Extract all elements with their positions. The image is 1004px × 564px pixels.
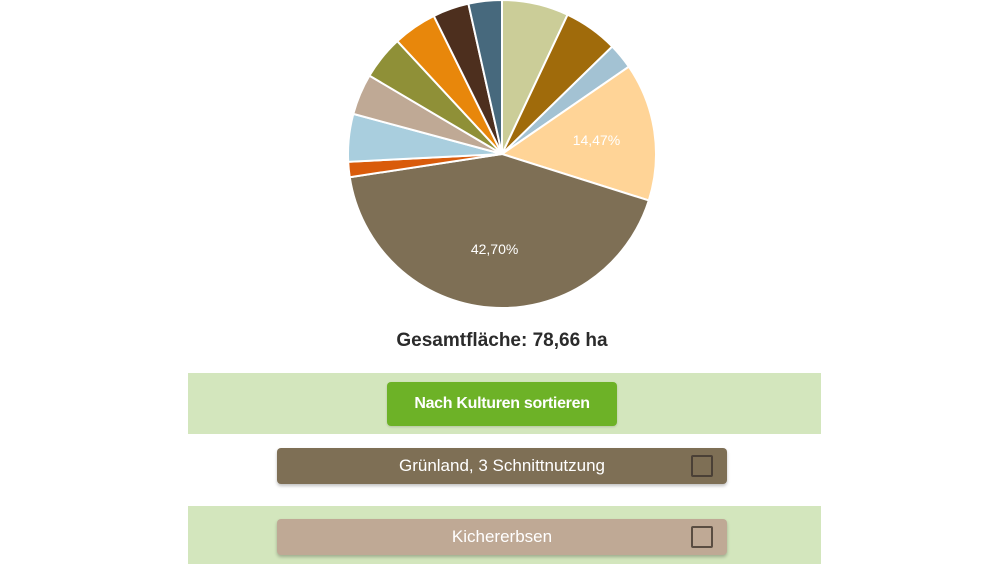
pie-slice-label-3: 14,47% — [573, 132, 620, 148]
total-area-text: Gesamtfläche: 78,66 ha — [396, 330, 608, 351]
crop-pie-chart: 14,47% 42,70% — [347, 0, 657, 309]
crop-row-label: Grünland, 3 Schnittnutzung — [398, 456, 606, 475]
pie-slice-3[interactable] — [499, 65, 657, 202]
crop-row-kichererbsen[interactable]: Kichererbsen — [277, 519, 727, 555]
crop-row-label: Kichererbsen — [451, 527, 553, 546]
sort-by-crops-button[interactable]: Nach Kulturen sortieren — [387, 382, 617, 426]
crop-checkbox[interactable] — [691, 455, 713, 477]
pie-slice-11[interactable] — [467, 0, 503, 155]
pie-slice-4[interactable] — [348, 152, 651, 309]
pie-slice-label-4: 42,70% — [471, 241, 518, 257]
crop-row-gruenland[interactable]: Grünland, 3 Schnittnutzung — [277, 448, 727, 484]
crop-checkbox[interactable] — [691, 526, 713, 548]
